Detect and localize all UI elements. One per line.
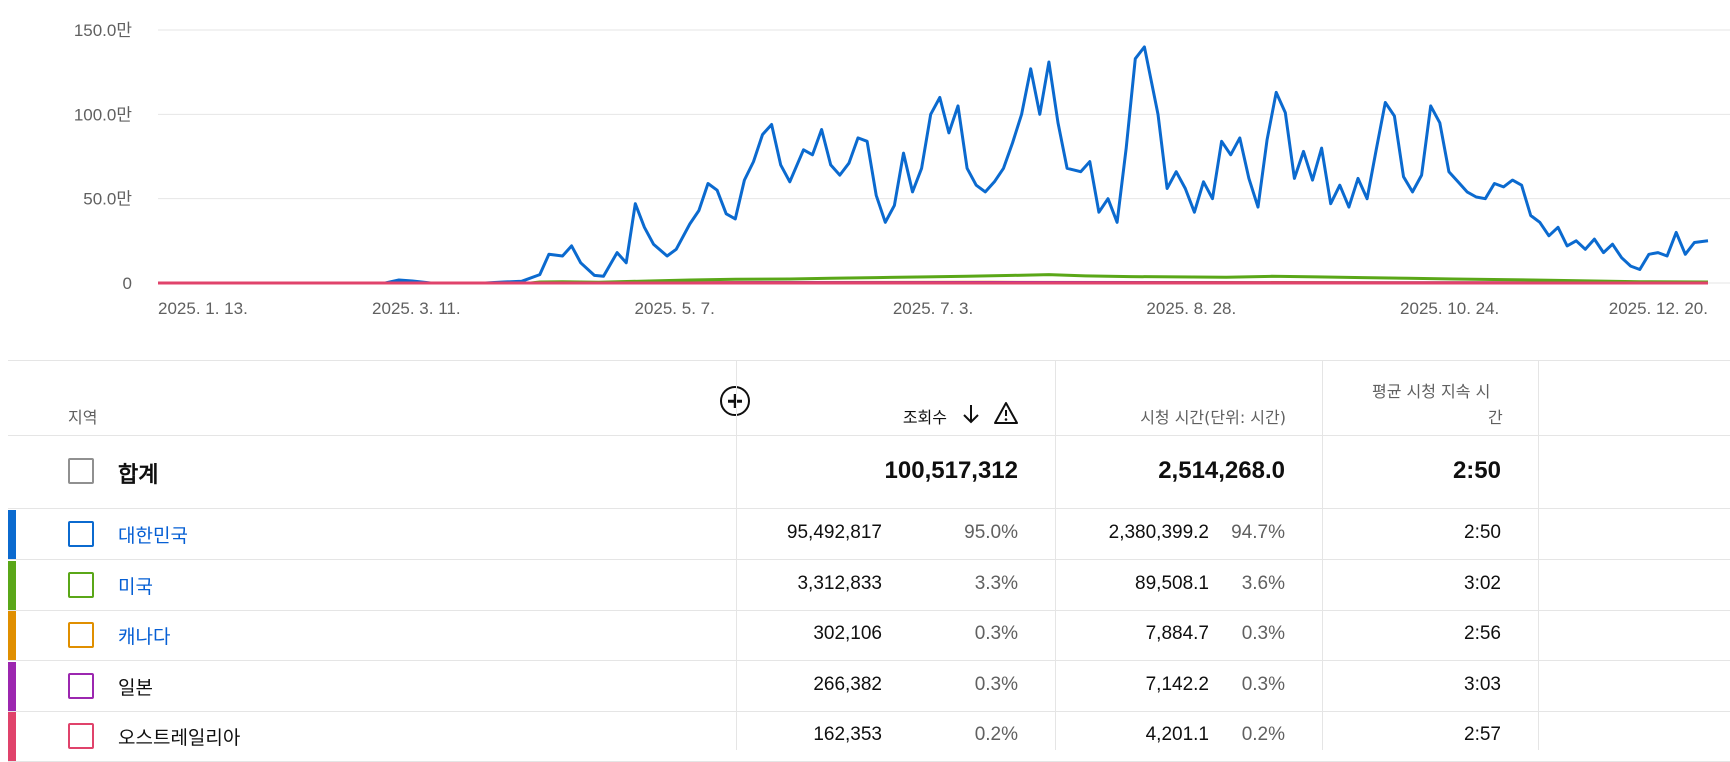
series-color-bar [8, 510, 16, 560]
total-watch-time: 2,514,268.0 [1158, 457, 1285, 484]
watch-time-value: 4,201.1 [1145, 724, 1209, 745]
total-label: 합계 [118, 463, 159, 488]
views-percent: 95.0% [964, 522, 1018, 543]
views-value: 3,312,833 [797, 572, 882, 594]
total-checkbox[interactable] [68, 458, 94, 484]
region-name: 오스트레일리아 [118, 727, 241, 749]
warning-icon[interactable] [993, 401, 1019, 425]
watch-time-value: 7,142.2 [1145, 673, 1209, 695]
series-color-bar [8, 611, 16, 661]
views-percent: 0.2% [974, 724, 1018, 745]
table-row: 일본 266,382 0.3% 7,142.2 0.3% 3:03 [0, 661, 1730, 711]
series-color-bar [8, 712, 16, 762]
x-tick-label: 2025. 10. 24. [1400, 299, 1499, 318]
views-percent: 0.3% [974, 623, 1018, 644]
row-divider [8, 710, 1730, 712]
x-tick-label: 2025. 7. 3. [893, 299, 973, 318]
x-tick-label: 2025. 5. 7. [634, 299, 714, 318]
y-tick-label: 150.0만 [74, 21, 133, 40]
region-name[interactable]: 미국 [118, 575, 153, 598]
series-line-2[interactable] [158, 273, 1709, 285]
views-value: 266,382 [813, 673, 882, 695]
table-top-divider [8, 360, 1730, 361]
table-row: 캐나다 302,106 0.3% 7,884.7 0.3% 2:56 [0, 610, 1730, 661]
avg-duration-column-header-line2[interactable]: 간 [1488, 408, 1503, 427]
total-avg-duration: 2:50 [1452, 457, 1501, 484]
column-divider [1322, 360, 1323, 750]
x-tick-label: 2025. 3. 11. [372, 299, 461, 318]
total-row: 합계 100,517,312 2,514,268.0 2:50 [0, 436, 1730, 508]
y-tick-label: 100.0만 [74, 105, 133, 124]
series-color-bar [8, 560, 16, 610]
row-divider [8, 559, 1730, 560]
region-name: 일본 [118, 676, 153, 699]
column-divider [1538, 360, 1539, 750]
x-tick-label: 2025. 12. 20. [1609, 299, 1708, 318]
table-row: 오스트레일리아 162,353 0.2% 4,201.1 0.2% 2:57 [0, 711, 1730, 762]
region-name[interactable]: 캐나다 [118, 626, 171, 648]
series-checkbox[interactable] [68, 723, 94, 749]
series-line-1[interactable] [158, 45, 1709, 285]
watch-time-percent: 3.6% [1241, 572, 1285, 594]
x-tick-label: 2025. 8. 28. [1146, 299, 1236, 318]
region-name[interactable]: 대한민국 [118, 525, 188, 547]
views-value: 302,106 [813, 623, 882, 644]
region-column-header: 지역 [68, 408, 98, 427]
avg-duration-value: 3:03 [1464, 673, 1501, 695]
add-metric-icon[interactable] [720, 386, 750, 416]
header-divider [8, 435, 1730, 436]
series-checkbox[interactable] [68, 622, 94, 648]
views-value: 162,353 [813, 724, 882, 745]
views-percent: 3.3% [974, 572, 1018, 594]
series-checkbox[interactable] [68, 672, 94, 699]
row-divider [8, 660, 1730, 661]
region-table: 지역 조회수 시청 시간(단위: 시간) 평균 시청 지속 시 간 합계 100… [0, 360, 1730, 762]
avg-duration-value: 3:02 [1464, 572, 1501, 594]
row-divider [8, 508, 1730, 509]
series-checkbox[interactable] [68, 571, 94, 598]
watch-time-column-header[interactable]: 시청 시간(단위: 시간) [1140, 408, 1286, 427]
watch-time-value: 7,884.7 [1145, 623, 1209, 644]
views-value: 95,492,817 [786, 522, 882, 543]
avg-duration-value: 2:57 [1464, 724, 1501, 745]
table-row: 대한민국 95,492,817 95.0% 2,380,399.2 94.7% 2:50 [0, 509, 1730, 560]
x-tick-label: 2025. 1. 13. [158, 299, 248, 318]
table-row: 미국 3,312,833 3.3% 89,508.1 3.6% 3:02 [0, 560, 1730, 610]
avg-duration-column-header-line1[interactable]: 평균 시청 지속 시 [1372, 382, 1491, 401]
column-divider [1055, 360, 1056, 750]
series-color-bar [8, 661, 16, 711]
y-tick-label: 0 [123, 274, 132, 293]
series-checkbox[interactable] [68, 521, 94, 547]
watch-time-value: 2,380,399.2 [1108, 522, 1209, 543]
views-column-header[interactable]: 조회수 [902, 408, 947, 427]
watch-time-percent: 0.2% [1241, 724, 1285, 745]
sort-descending-icon[interactable] [961, 403, 981, 425]
avg-duration-value: 2:50 [1464, 522, 1501, 543]
y-tick-label: 50.0만 [83, 190, 132, 209]
watch-time-percent: 0.3% [1241, 623, 1285, 644]
watch-time-percent: 94.7% [1231, 522, 1285, 543]
views-percent: 0.3% [974, 673, 1018, 695]
avg-duration-value: 2:56 [1464, 623, 1501, 644]
row-divider [8, 609, 1730, 611]
views-line-chart: 0 50.0만 100.0만 150.0만 2025. 1. 13. 2025. 3. 1… [74, 21, 1730, 318]
total-views: 100,517,312 [884, 457, 1018, 484]
watch-time-percent: 0.3% [1241, 673, 1285, 695]
watch-time-value: 89,508.1 [1135, 572, 1209, 594]
column-divider [736, 360, 737, 750]
